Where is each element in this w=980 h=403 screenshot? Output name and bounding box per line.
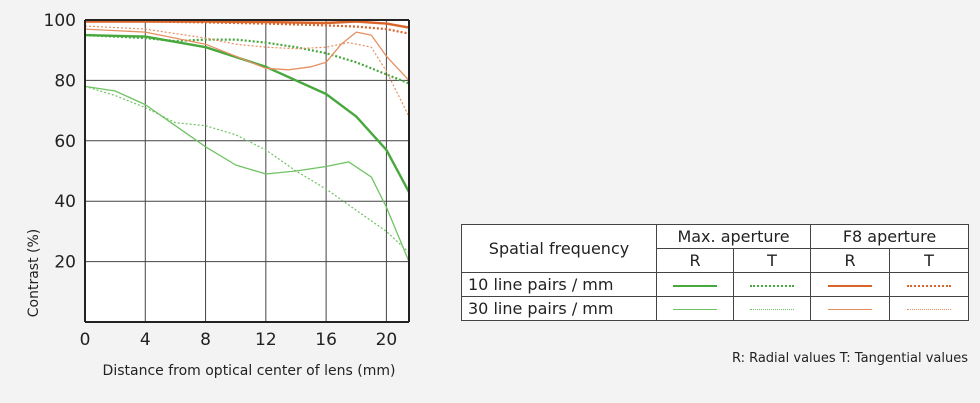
series-line-max-10-r xyxy=(84,33,411,193)
y-tick-label: 20 xyxy=(54,253,76,273)
swatch-f8-30-t xyxy=(889,296,969,321)
x-tick-labels: 0 4 8 12 16 20 xyxy=(80,330,398,350)
swatch-max-30-r xyxy=(656,296,734,321)
y-tick-label: 80 xyxy=(54,71,76,91)
x-tick-label: 0 xyxy=(80,330,91,350)
max-aperture-header: Max. aperture xyxy=(656,224,811,249)
swatch-f8-10-r xyxy=(810,272,890,297)
mtf-chart: 0 4 8 12 16 20 20 40 60 80 100 Distance from opti… xyxy=(26,11,411,379)
swatch-max-10-r xyxy=(656,272,734,297)
plot-background xyxy=(85,20,409,322)
series-line-f8-10-r xyxy=(85,20,410,29)
plot-frame xyxy=(84,19,410,323)
max-t-header: T xyxy=(733,248,811,273)
spatial-frequency-header: Spatial frequency xyxy=(461,224,657,273)
series-line-f8-30-t xyxy=(84,25,410,117)
f8-r-header: R xyxy=(810,248,890,273)
legend-note: R: Radial values T: Tangential values xyxy=(731,351,968,366)
f8-t-header: T xyxy=(889,248,969,273)
y-tick-labels: 20 40 60 80 100 xyxy=(44,11,76,273)
x-tick-label: 20 xyxy=(376,330,398,350)
swatch-f8-30-r xyxy=(810,296,890,321)
swatch-max-10-t xyxy=(733,272,811,297)
chart-grid xyxy=(84,19,409,322)
y-tick-label: 100 xyxy=(44,11,76,31)
y-tick-label: 40 xyxy=(54,192,76,212)
series-line-max-30-t xyxy=(84,85,410,253)
legend-table: Spatial frequency Max. aperture F8 apert… xyxy=(461,224,969,321)
row-10-lp-label: 10 line pairs / mm xyxy=(461,272,657,297)
series-line-max-10-t xyxy=(84,34,410,85)
y-tick-label: 60 xyxy=(54,132,76,152)
y-axis-label: Contrast (%) xyxy=(26,229,42,318)
swatch-f8-10-t xyxy=(889,272,969,297)
x-tick-label: 12 xyxy=(255,330,277,350)
x-tick-label: 4 xyxy=(140,330,151,350)
x-axis-label: Distance from optical center of lens (mm… xyxy=(103,363,396,379)
max-r-header: R xyxy=(656,248,734,273)
series-line-max-30-r xyxy=(84,85,410,262)
x-tick-label: 16 xyxy=(315,330,337,350)
swatch-max-30-t xyxy=(733,296,811,321)
f8-aperture-header: F8 aperture xyxy=(810,224,969,249)
x-tick-label: 8 xyxy=(200,330,211,350)
series-line-f8-10-t xyxy=(85,20,410,35)
row-30-lp-label: 30 line pairs / mm xyxy=(461,296,657,321)
chart-series xyxy=(84,20,411,262)
series-line-f8-30-r xyxy=(84,28,410,81)
